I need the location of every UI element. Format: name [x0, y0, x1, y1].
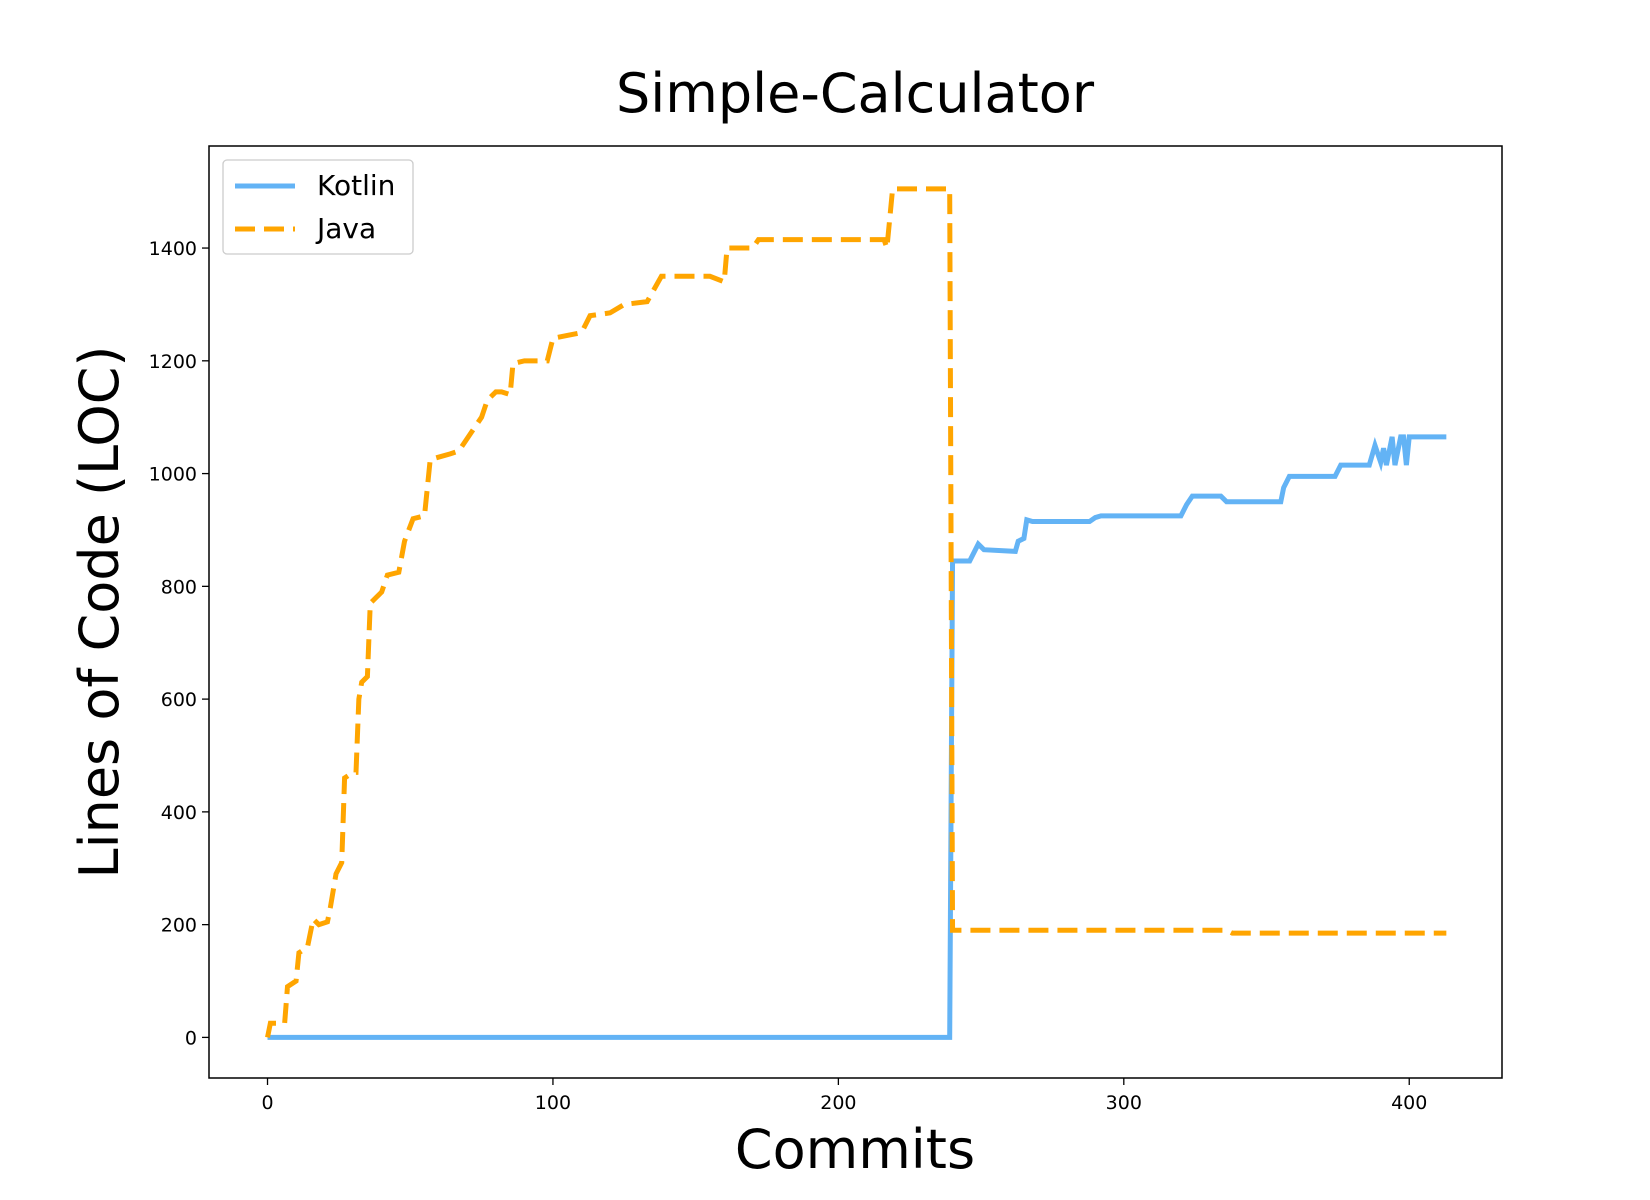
x-tick-label: 400: [1391, 1092, 1427, 1114]
y-tick-label: 800: [161, 576, 197, 598]
y-tick-label: 600: [161, 689, 197, 711]
y-tick-label: 200: [161, 915, 197, 937]
y-tick-label: 1000: [149, 464, 197, 486]
legend-label: Java: [315, 212, 376, 245]
x-tick-label: 300: [1106, 1092, 1142, 1114]
line-series: [265, 186, 1447, 1038]
y-tick-label: 1400: [149, 238, 197, 260]
y-tick-label: 1200: [149, 351, 197, 373]
line-series: [267, 434, 1447, 1040]
y-tick-label: 400: [161, 802, 197, 824]
plot-frame: [208, 145, 1503, 1079]
x-tick-label: 100: [535, 1092, 571, 1114]
chart-title: Simple-Calculator: [616, 62, 1095, 125]
x-tick-label: 200: [820, 1092, 856, 1114]
y-tick-label: 0: [185, 1027, 197, 1049]
legend-label: Kotlin: [317, 169, 395, 202]
x-tick-label: 0: [261, 1092, 273, 1114]
y-axis-label: Lines of Code (LOC): [68, 346, 131, 879]
x-axis-label: Commits: [735, 1118, 975, 1181]
